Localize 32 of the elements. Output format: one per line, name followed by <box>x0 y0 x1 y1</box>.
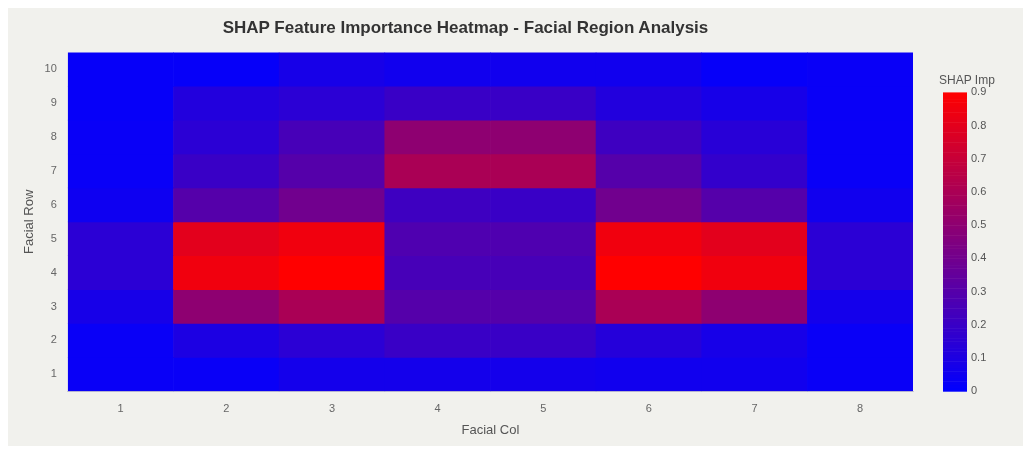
y-tick-label: 10 <box>44 62 57 75</box>
color-bar-label: 0.3 <box>971 284 987 297</box>
y-tick-label: 7 <box>50 164 57 177</box>
x-tick-label: 6 <box>645 401 652 414</box>
y-tick-label: 2 <box>50 333 57 346</box>
color-bar-label: 0.9 <box>971 85 987 98</box>
x-tick-label: 1 <box>117 401 124 414</box>
x-tick-label: 7 <box>751 401 758 414</box>
color-bar-label: 0.4 <box>971 251 987 264</box>
x-tick-label: 8 <box>857 401 864 414</box>
y-tick-label: 3 <box>50 299 57 312</box>
color-bar-title: SHAP Imp <box>939 72 996 87</box>
y-tick-label: 8 <box>50 130 57 143</box>
color-bar-label: 0.7 <box>971 151 987 164</box>
y-axis-title: Facial Row <box>21 189 37 254</box>
color-bar-label: 0.8 <box>971 118 987 131</box>
y-tick-label: 6 <box>50 197 57 210</box>
y-tick-label: 1 <box>50 367 57 380</box>
y-tick-label: 5 <box>50 231 57 244</box>
color-bar-label: 0.2 <box>971 317 987 330</box>
x-axis-title: Facial Col <box>461 421 520 437</box>
x-tick-label: 5 <box>540 401 547 414</box>
color-bar-label: 0 <box>971 384 978 397</box>
x-tick-label: 2 <box>223 401 230 414</box>
color-bar-label: 0.5 <box>971 218 987 231</box>
color-bar-label: 0.1 <box>971 351 987 364</box>
x-tick-label: 3 <box>328 401 336 414</box>
x-tick-label: 4 <box>434 401 441 414</box>
chart-title: SHAP Feature Importance Heatmap - Facial Region Analysis <box>222 17 709 37</box>
y-tick-label: 9 <box>50 96 57 109</box>
color-bar-label: 0.6 <box>971 185 987 198</box>
y-tick-label: 4 <box>50 265 57 278</box>
